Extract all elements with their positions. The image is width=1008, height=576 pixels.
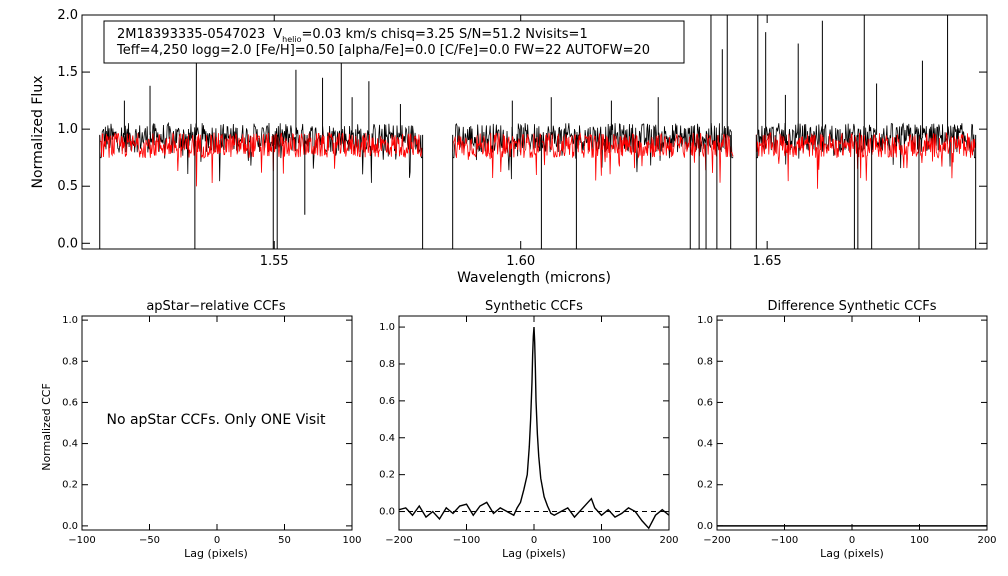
spectrum-y-tick-label: 1.0: [57, 122, 78, 137]
star-id: 2M18393335-0547023: [117, 27, 265, 42]
difference-ccf-y-tick-label: 0.8: [697, 356, 713, 367]
apstar-ccf-x-tick-label: 100: [342, 535, 361, 546]
synthetic-ccf-y-tick-label: 0.0: [379, 507, 395, 518]
spectrum-x-axis-label: Wavelength (microns): [457, 270, 611, 286]
difference-ccf-panel: Difference Synthetic CCFs 0.00.20.40.60.…: [697, 299, 996, 560]
spectrum-plot-frame: [81, 14, 988, 250]
spectrum-x-tick-label: 1.60: [506, 254, 535, 269]
synthetic-ccf-lines: [398, 327, 670, 530]
synthetic-ccf-x-tick-label: −200: [385, 535, 412, 546]
apstar-ccf-title: apStar−relative CCFs: [146, 299, 286, 314]
synthetic-ccf-x-tick-label: 100: [592, 535, 611, 546]
synthetic-ccf-x-tick-label: 0: [531, 535, 537, 546]
difference-ccf-y-tick-label: 1.0: [697, 315, 713, 326]
apstar-ccf-y-axis-label: Normalized CCF: [40, 383, 53, 471]
spectrum-y-tick-label: 0.5: [57, 179, 78, 194]
apstar-ccf-x-axis-label: Lag (pixels): [184, 547, 248, 560]
spectrum-y-ticks: 0.0 0.5 1.0 1.5 2.0: [57, 8, 987, 251]
difference-ccf-y-tick-label: 0.2: [697, 480, 713, 491]
spectrum-lines: [99, 15, 977, 249]
synthetic-spectrum-line: [99, 131, 977, 189]
synthetic-ccf-title: Synthetic CCFs: [485, 299, 583, 314]
synthetic-ccf-y-tick-label: 1.0: [379, 322, 395, 333]
synthetic-ccf-y-tick-label: 0.6: [379, 396, 395, 407]
synthetic-ccf-y-tick-label: 0.2: [379, 470, 395, 481]
apstar-ccf-y-tick-label: 0.6: [62, 397, 78, 408]
spectrum-y-tick-label: 2.0: [57, 8, 78, 23]
apstar-ccf-x-tick-label: 0: [214, 535, 220, 546]
apstar-ccf-x-tick-label: −50: [139, 535, 160, 546]
spectrum-panel: 0.0 0.5 1.0 1.5 2.0 1.55 1.60 1.65 2M18393335-…: [30, 8, 988, 286]
apstar-ccf-y-tick-label: 0.2: [62, 480, 78, 491]
synthetic-ccf-panel: Synthetic CCFs 0.0 0.2 0.4 0.6 0.8 1.0 −200 −1…: [379, 299, 678, 560]
apstar-ccf-panel: apStar−relative CCFs 0.00.20.40.60.81.0 …: [40, 299, 362, 560]
difference-ccf-y-ticks: 0.0 0.2 0.4 0.6 0.8 1.0: [697, 315, 987, 532]
difference-ccf-x-tick-label: −100: [771, 535, 798, 546]
difference-ccf-y-tick-label: 0.4: [697, 439, 713, 450]
difference-ccf-x-ticks: −200 −100 0 100 200: [703, 316, 997, 546]
difference-ccf-y-tick-label: 0.0: [697, 521, 713, 532]
apstar-ccf-y-tick-label: 0.8: [62, 356, 78, 367]
synthetic-ccf-x-tick-label: −100: [453, 535, 480, 546]
apstar-ccf-y-tick-label: 1.0: [62, 315, 78, 326]
apstar-ccf-x-tick-label: −100: [68, 535, 95, 546]
spectrum-info-line-1: 2M18393335-0547023 Vhelio=0.03 km/s chisq…: [117, 27, 588, 44]
apstar-ccf-x-ticks: −100 −50 0 50 100: [68, 316, 362, 546]
synthetic-ccf-x-ticks: −200 −100 0 100 200: [385, 316, 679, 546]
apstar-ccf-y-ticks: 0.0 0.2 0.4 0.6 0.8 1.0: [62, 315, 352, 532]
synthetic-ccf-y-tick-label: 0.4: [379, 433, 395, 444]
apstar-ccf-y-tick-label: 0.0: [62, 521, 78, 532]
synthetic-ccf-x-tick-label: 200: [659, 535, 678, 546]
difference-ccf-x-tick-label: 200: [977, 535, 996, 546]
synthetic-ccf-y-tick-label: 0.8: [379, 359, 395, 370]
difference-ccf-x-tick-label: 0: [849, 535, 855, 546]
spectrum-x-tick-label: 1.55: [260, 254, 289, 269]
difference-ccf-title: Difference Synthetic CCFs: [767, 299, 936, 314]
difference-ccf-x-tick-label: 100: [910, 535, 929, 546]
spectrum-x-tick-label: 1.65: [753, 254, 782, 269]
spectrum-x-ticks: 1.55 1.60 1.65: [260, 15, 782, 269]
spectrum-y-tick-label: 1.5: [57, 65, 78, 80]
v-helio-subscript: helio: [282, 35, 301, 44]
difference-ccf-x-axis-label: Lag (pixels): [820, 547, 884, 560]
v-helio-value: =0.03 km/s chisq=3.25 S/N=51.2 Nvisits=1: [302, 27, 588, 42]
spectrum-info-line-2: Teff=4,250 logg=2.0 [Fe/H]=0.50 [alpha/F…: [116, 43, 650, 58]
spectrum-y-axis-label: Normalized Flux: [30, 76, 46, 189]
spectrum-y-tick-label: 0.0: [57, 236, 78, 251]
spectrum-info-box: [103, 20, 685, 64]
apstar-ccf-x-tick-label: 50: [278, 535, 291, 546]
difference-ccf-y-tick-label: 0.6: [697, 397, 713, 408]
difference-ccf-x-tick-label: −200: [703, 535, 730, 546]
synthetic-ccf-x-axis-label: Lag (pixels): [502, 547, 566, 560]
synthetic-ccf-y-ticks: 0.0 0.2 0.4 0.6 0.8 1.0: [379, 322, 669, 518]
synthetic-ccf-line: [398, 327, 670, 530]
v-helio-label: V: [273, 27, 282, 42]
apstar-ccf-y-tick-label: 0.4: [62, 439, 78, 450]
no-ccf-message: No apStar CCFs. Only ONE Visit: [106, 412, 326, 428]
